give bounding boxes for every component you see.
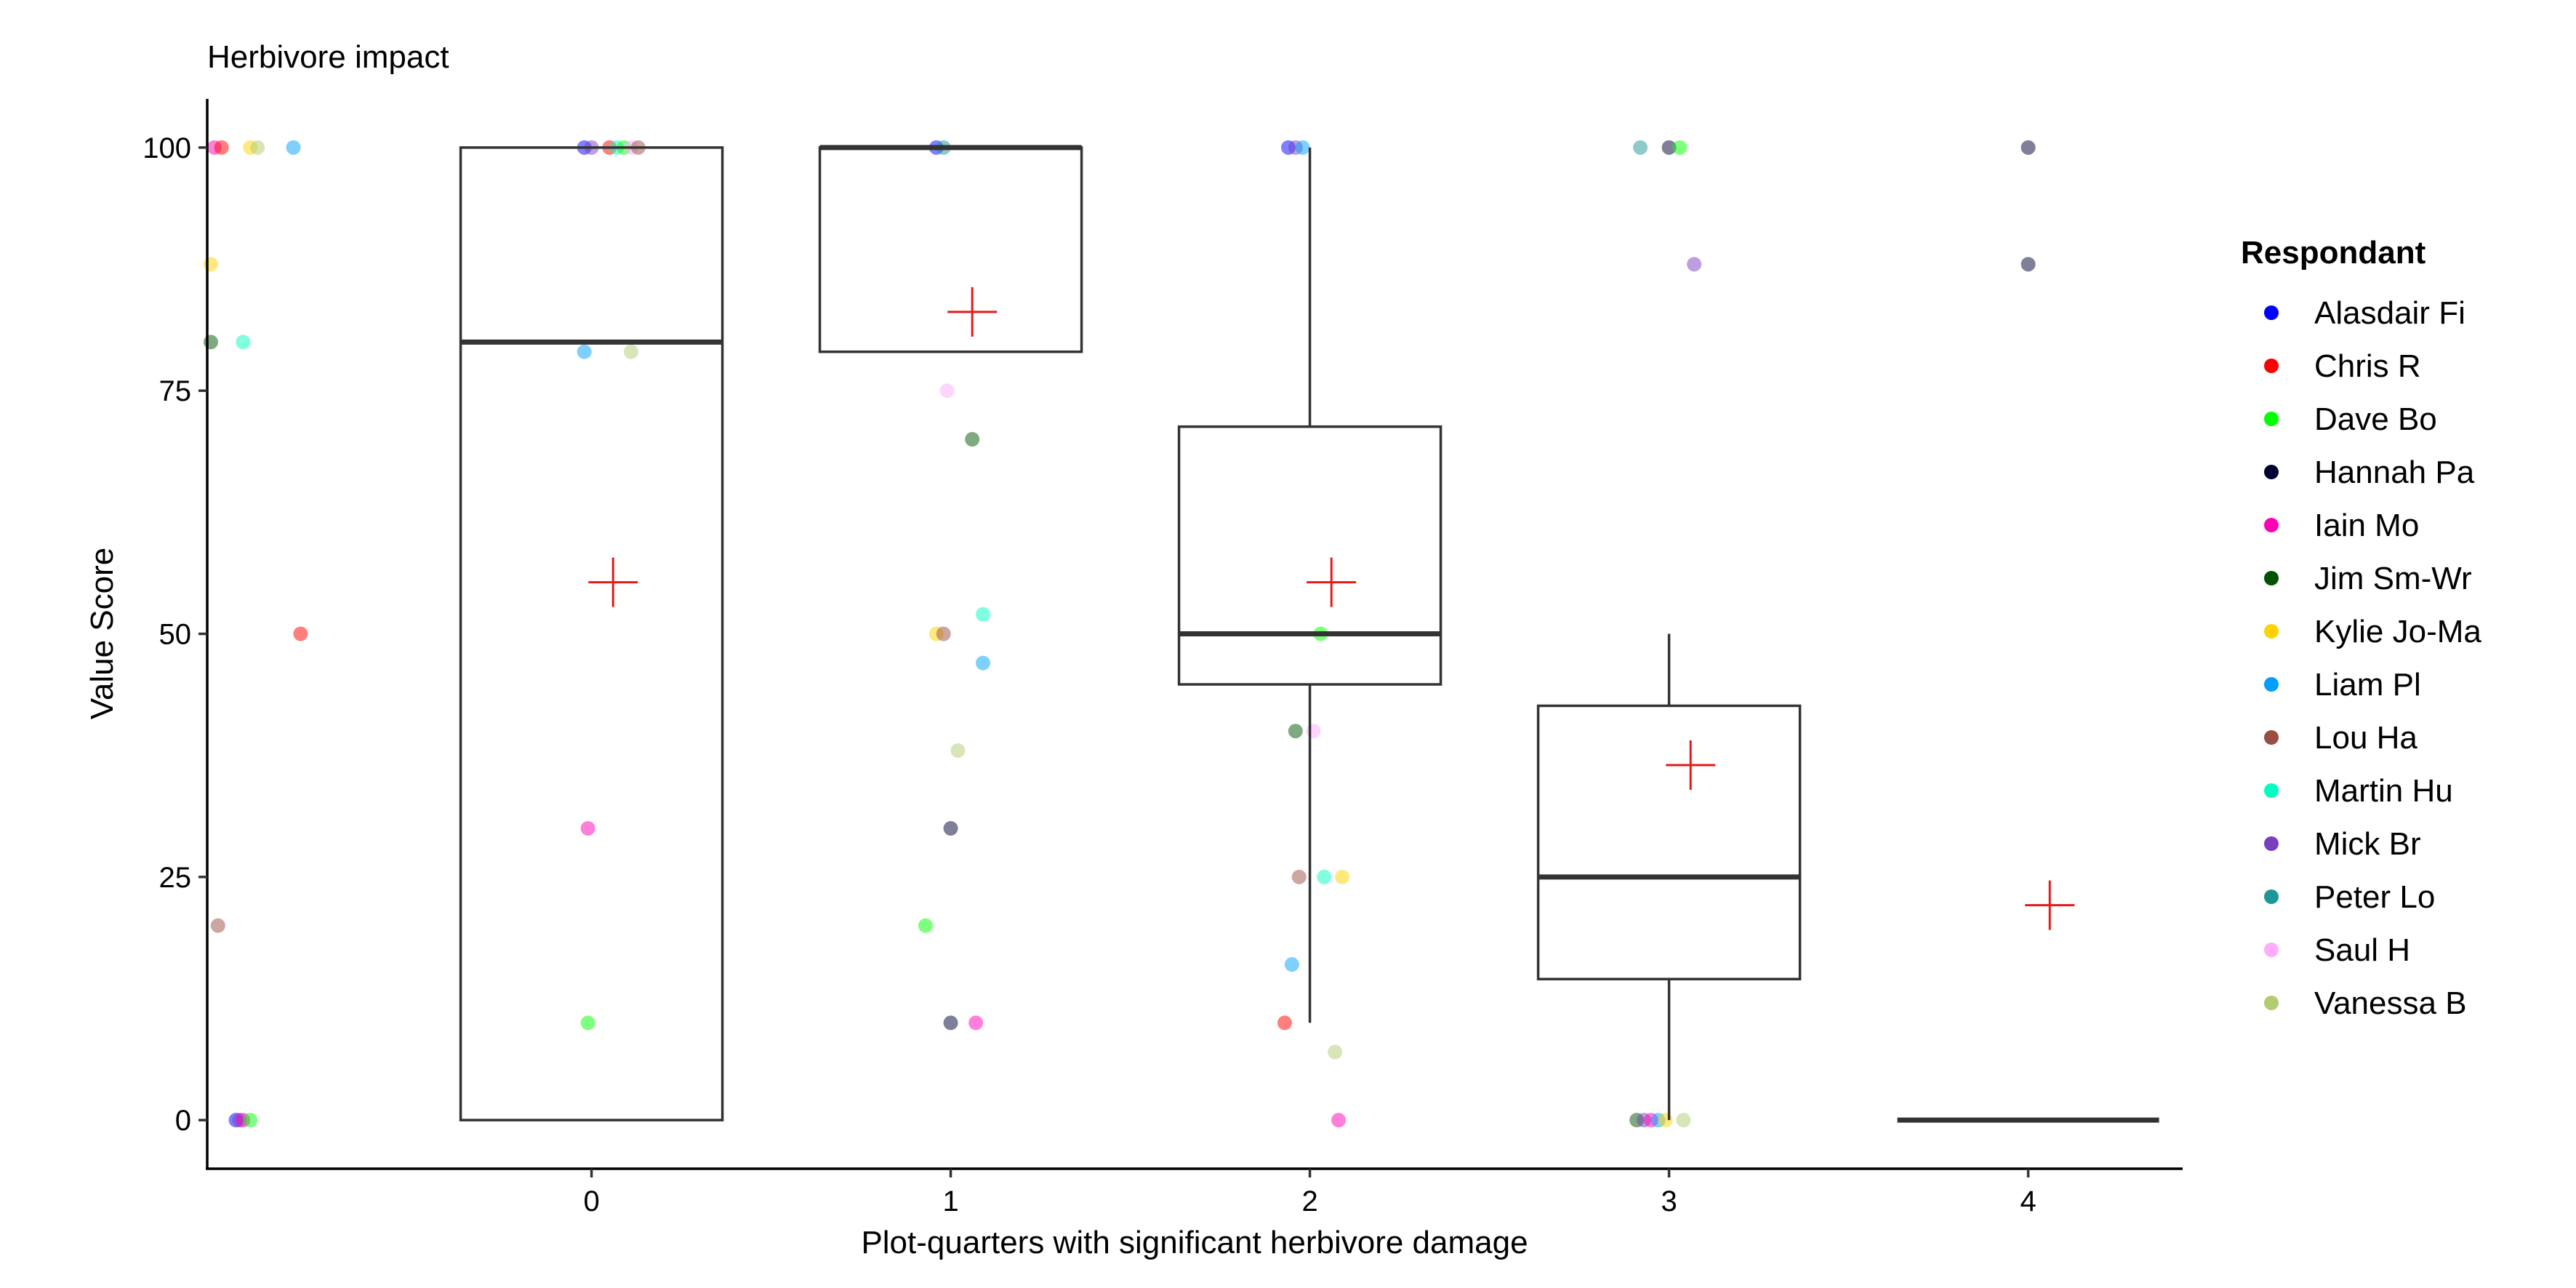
data-point [580, 820, 595, 836]
data-point [1295, 140, 1310, 155]
data-point [1633, 140, 1648, 155]
data-point [1676, 1113, 1691, 1128]
data-point [214, 140, 229, 155]
legend-swatch [2264, 836, 2279, 851]
x-tick-label: 3 [1661, 1185, 1677, 1217]
box-iqr [1177, 425, 1443, 686]
data-point [203, 257, 218, 272]
legend-swatch [2264, 783, 2279, 798]
mean-markers-layer [588, 287, 2075, 930]
legend-swatch [2264, 305, 2279, 320]
data-point [250, 140, 265, 155]
data-point [939, 383, 955, 399]
data-point [577, 344, 592, 359]
legend-label: Lou Ha [2314, 720, 2417, 756]
data-point [623, 344, 638, 359]
legend-swatch [2264, 465, 2279, 479]
box-iqr [1536, 704, 1802, 980]
legend-swatch [2264, 677, 2279, 692]
legend-entries: Alasdair Fi Chris R Dave Bo Hannah Pa Iain M… [2264, 295, 2481, 1021]
y-tick-label: 50 [159, 619, 192, 651]
legend-swatch [2264, 518, 2279, 532]
data-point [1661, 140, 1677, 155]
data-point [1687, 257, 1702, 272]
data-point [580, 1015, 595, 1031]
legend-swatch [2264, 996, 2279, 1010]
data-point [918, 918, 933, 933]
data-point [2021, 140, 2036, 155]
data-point [1317, 869, 1332, 884]
x-tick-label: 4 [2020, 1185, 2036, 1217]
data-point [203, 335, 218, 350]
x-tick-label: 1 [942, 1185, 958, 1217]
legend-label: Peter Lo [2314, 879, 2435, 915]
legend-label: Saul H [2314, 932, 2410, 968]
data-point [950, 743, 966, 758]
plot-title: Herbivore impact [207, 39, 449, 75]
data-point [943, 1015, 958, 1031]
data-point [1335, 869, 1350, 884]
data-point [1658, 1113, 1673, 1128]
data-point [286, 140, 301, 155]
data-point [243, 1113, 258, 1128]
data-point [943, 820, 958, 836]
data-point [1288, 724, 1303, 739]
legend-label: Iain Mo [2314, 508, 2419, 543]
legend-swatch [2264, 412, 2279, 426]
data-point [1291, 869, 1307, 884]
data-point [1328, 1044, 1343, 1060]
legend-label: Hannah Pa [2314, 455, 2475, 490]
legend-label: Martin Hu [2314, 773, 2453, 809]
y-axis-title: Value Score [84, 548, 120, 719]
data-point [293, 626, 308, 641]
data-point [1277, 1015, 1292, 1031]
data-point [1306, 724, 1321, 739]
legend-swatch [2264, 889, 2279, 904]
x-ticks: 0 1 2 3 4 [583, 1169, 2037, 1217]
legend-label: Jim Sm-Wr [2314, 561, 2472, 596]
legend-label: Dave Bo [2314, 401, 2437, 437]
data-point [976, 655, 991, 671]
legend-swatch [2264, 730, 2279, 745]
x-tick-label: 0 [583, 1185, 599, 1217]
legend-swatch [2264, 624, 2279, 639]
legend-swatch [2264, 943, 2279, 957]
legend-swatch [2264, 359, 2279, 373]
x-axis-title: Plot-quarters with significant herbivore… [861, 1225, 1528, 1260]
data-point [2021, 257, 2036, 272]
data-point [936, 626, 951, 641]
legend-label: Alasdair Fi [2314, 295, 2465, 331]
y-tick-label: 25 [159, 862, 192, 894]
legend: Respondant Alasdair Fi Chris R Dave Bo Hann… [2241, 235, 2481, 1021]
box-iqr [459, 146, 724, 1121]
data-point [1331, 1113, 1347, 1128]
legend-label: Vanessa B [2314, 985, 2467, 1021]
data-point [236, 335, 251, 350]
legend-swatch [2264, 571, 2279, 585]
data-point [976, 607, 991, 622]
data-point [210, 918, 225, 933]
y-ticks: 0 25 50 75 100 [143, 132, 207, 1137]
legend-label: Liam Pl [2314, 667, 2421, 703]
data-point [965, 432, 980, 447]
y-tick-label: 75 [159, 375, 192, 407]
boxes-layer [459, 145, 2159, 1123]
y-tick-label: 0 [175, 1105, 191, 1137]
legend-label: Chris R [2314, 348, 2421, 384]
x-tick-label: 2 [1301, 1185, 1317, 1217]
legend-title: Respondant [2241, 235, 2426, 271]
legend-label: Kylie Jo-Ma [2314, 614, 2481, 649]
data-point [968, 1015, 984, 1031]
data-point [1672, 140, 1688, 155]
y-tick-label: 100 [143, 132, 191, 164]
data-point [1284, 957, 1299, 972]
legend-label: Mick Br [2314, 826, 2421, 862]
